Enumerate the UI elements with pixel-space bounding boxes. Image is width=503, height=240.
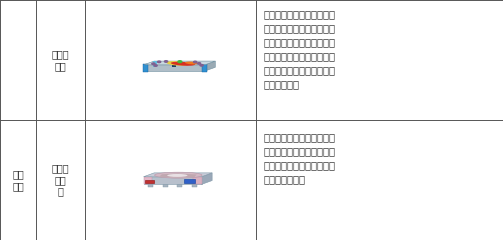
Circle shape	[194, 61, 197, 63]
Bar	[163, 184, 168, 187]
Bar	[148, 184, 153, 187]
Polygon shape	[202, 173, 212, 184]
Circle shape	[178, 61, 182, 63]
Bar	[144, 65, 206, 71]
Polygon shape	[143, 173, 212, 177]
Text: 通风管
模具: 通风管 模具	[51, 49, 69, 71]
Ellipse shape	[185, 61, 198, 64]
Ellipse shape	[167, 174, 188, 177]
Text: 油筒吹
塑模
具: 油筒吹 塑模 具	[51, 163, 69, 197]
Polygon shape	[144, 61, 215, 65]
Circle shape	[197, 63, 201, 64]
Bar	[192, 184, 197, 187]
Bar	[153, 61, 156, 67]
Bar	[193, 177, 202, 184]
Text: 汽车油筒是汽车贮存燃料的
容器，是汽车内燃机上唯一
存贮燃料的地方，也是发动
机的动力来源。: 汽车油筒是汽车贮存燃料的 容器，是汽车内燃机上唯一 存贮燃料的地方，也是发动 机…	[263, 132, 335, 184]
Bar	[202, 64, 207, 72]
Ellipse shape	[154, 172, 202, 178]
Bar	[172, 65, 176, 67]
Bar	[143, 64, 148, 72]
Polygon shape	[159, 174, 197, 178]
Bar	[184, 179, 195, 183]
Ellipse shape	[166, 61, 188, 66]
Ellipse shape	[171, 62, 195, 66]
Polygon shape	[206, 61, 215, 71]
Circle shape	[157, 61, 161, 63]
Bar	[145, 180, 154, 183]
Bar	[143, 177, 202, 184]
Circle shape	[164, 61, 167, 62]
Text: 通风管是车辆空调系统的通
风管道，包括连通空调和出
风管之间的进风管；而出风
管包括与进风管连通的进风
端以及与车辆内部出风口连
通的出风端。: 通风管是车辆空调系统的通 风管道，包括连通空调和出 风管之间的进风管；而出风 管…	[263, 10, 335, 90]
Circle shape	[200, 65, 203, 66]
Bar	[177, 184, 182, 187]
Bar	[143, 177, 152, 184]
Circle shape	[152, 63, 155, 65]
Text: 吹塑
模具: 吹塑 模具	[12, 169, 24, 191]
Circle shape	[154, 65, 157, 66]
